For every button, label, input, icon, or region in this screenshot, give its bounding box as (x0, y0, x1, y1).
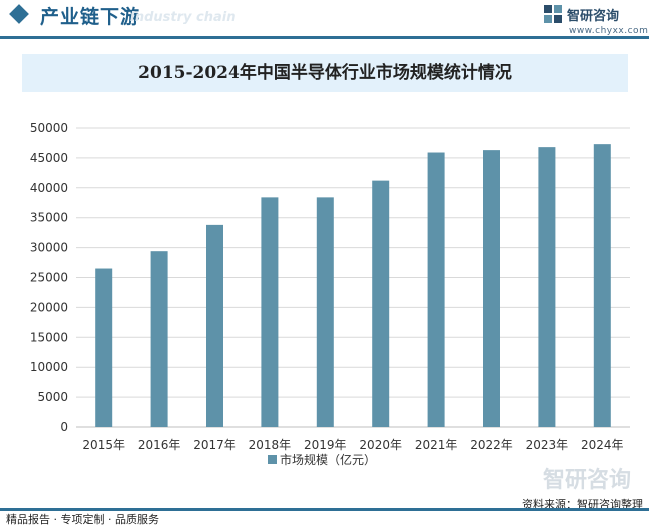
y-tick-label: 50000 (30, 121, 68, 135)
y-tick-label: 25000 (30, 271, 68, 285)
bar (206, 224, 223, 427)
x-tick-label: 2020年 (359, 438, 402, 452)
x-tick-label: 2015年 (82, 438, 125, 452)
footer-divider (0, 508, 649, 511)
corner-watermark: 智研咨询 (542, 468, 631, 493)
y-tick-label: 40000 (30, 181, 68, 195)
bar (150, 251, 168, 427)
y-tick-label: 45000 (30, 151, 68, 165)
y-tick-label: 20000 (30, 300, 68, 314)
y-tick-label: 15000 (30, 330, 68, 344)
y-tick-label: 5000 (37, 390, 68, 404)
x-tick-label: 2018年 (249, 438, 292, 452)
x-tick-label: 2016年 (138, 438, 181, 452)
bar (316, 197, 334, 427)
x-tick-label: 2023年 (526, 438, 569, 452)
bar (427, 152, 445, 427)
legend-swatch (268, 455, 277, 464)
y-tick-label: 35000 (30, 211, 68, 225)
brand-name: 智研咨询 (567, 9, 620, 24)
y-tick-label: 0 (60, 420, 68, 434)
y-tick-label: 10000 (30, 360, 68, 374)
header: 产业链下游 Industry chain 智研咨询 www.chyxx.com (0, 0, 649, 39)
header-watermark: Industry chain (130, 10, 236, 25)
x-tick-label: 2022年 (470, 438, 513, 452)
bar (483, 150, 500, 427)
bar (538, 147, 556, 428)
brand-url: www.chyxx.com (569, 26, 649, 36)
bar (261, 197, 279, 427)
bar (593, 144, 611, 427)
bar (372, 180, 390, 427)
bar (95, 268, 113, 427)
x-tick-label: 2024年 (581, 438, 624, 452)
chart-title-band: 2015-2024年中国半导体行业市场规模统计情况 (22, 54, 628, 92)
footer-tagline: 精品报告 · 专项定制 · 品质服务 (6, 513, 159, 526)
brand-logo-icon (544, 5, 562, 23)
x-tick-label: 2017年 (193, 438, 236, 452)
brand-logo: 智研咨询 www.chyxx.com (543, 4, 648, 36)
header-divider (0, 36, 649, 39)
source-note: 资料来源：智研咨询整理 (522, 498, 643, 511)
y-tick-label: 30000 (30, 241, 68, 255)
x-tick-label: 2021年 (415, 438, 458, 452)
x-tick-label: 2019年 (304, 438, 347, 452)
section-title: 产业链下游 (40, 6, 141, 28)
legend-label: 市场规模（亿元） (280, 452, 376, 467)
chart-title: 2015-2024年中国半导体行业市场规模统计情况 (138, 63, 512, 83)
